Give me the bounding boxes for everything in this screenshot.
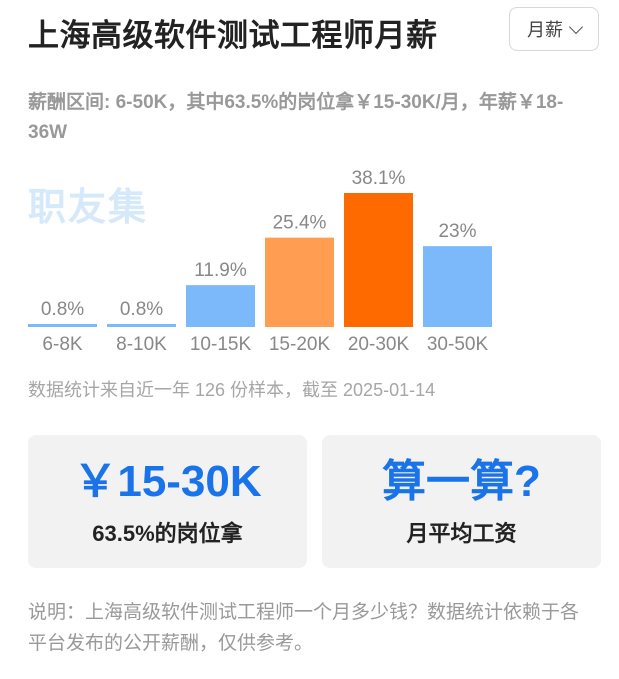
salary-summary: 薪酬区间: 6-50K，其中63.5%的岗位拿￥15-30K/月，年薪￥18-3… <box>28 92 564 143</box>
bar-8-10K <box>107 324 176 327</box>
bar-6-8K <box>28 324 97 327</box>
bar-value-label: 11.9% <box>194 260 247 281</box>
bar-15-20K <box>265 237 334 327</box>
range-card: ￥15-30K 63.5%的岗位拿 <box>28 435 307 568</box>
bar-30-50K <box>423 246 492 327</box>
chevron-down-icon <box>568 19 584 34</box>
sample-footnote: 数据统计来自近一年 126 份样本，截至 2025-01-14 <box>28 380 436 400</box>
salary-distribution-chart: 0.8% 6-8K 0.8% 8-10K 11.9% 10-15K 25.4% 15-20K 3… <box>28 168 492 355</box>
bar-value-label: 38.1% <box>352 168 406 189</box>
bar-value-label: 0.8% <box>41 299 84 320</box>
bar-value-label: 0.8% <box>120 299 163 320</box>
category-label: 15-20K <box>269 334 331 355</box>
bar-20-30K <box>344 193 413 327</box>
period-select[interactable]: 月薪 <box>509 7 599 51</box>
watermark-logo: 职友集 <box>28 187 149 229</box>
calculate-card[interactable]: 算一算? 月平均工资 <box>322 435 601 568</box>
calculate-card-title: 算一算? <box>382 456 541 506</box>
category-label: 20-30K <box>348 334 410 355</box>
period-select-value: 月薪 <box>527 20 563 40</box>
bar-10-15K <box>186 285 255 327</box>
disclaimer-note: 说明：上海高级软件测试工程师一个月多少钱？数据统计依赖于各平台发布的公开薪酬，仅… <box>28 602 580 654</box>
category-label: 8-10K <box>116 334 167 355</box>
page-title: 上海高级软件测试工程师月薪 <box>28 18 438 53</box>
bar-value-label: 23% <box>438 221 476 242</box>
category-label: 10-15K <box>190 334 252 355</box>
category-label: 6-8K <box>42 334 82 355</box>
category-label: 30-50K <box>427 334 489 355</box>
range-card-label: 63.5%的岗位拿 <box>92 520 243 546</box>
bar-value-label: 25.4% <box>273 213 327 234</box>
calculate-card-label: 月平均工资 <box>406 520 517 546</box>
range-card-value: ￥15-30K <box>73 456 262 506</box>
